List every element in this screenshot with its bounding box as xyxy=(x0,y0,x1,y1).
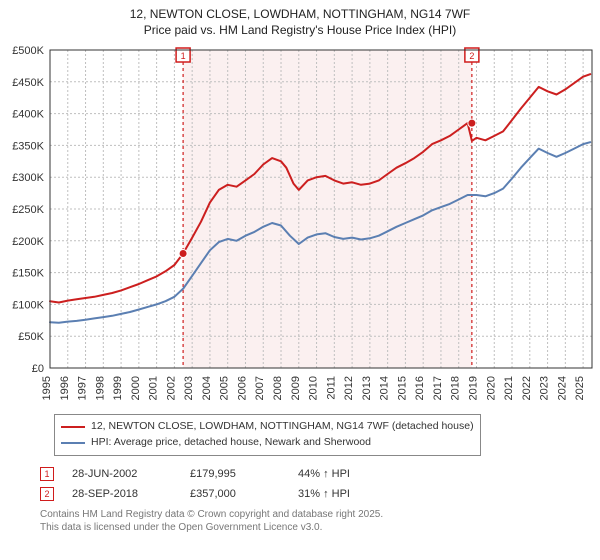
legend-row: HPI: Average price, detached house, Newa… xyxy=(61,435,474,451)
svg-text:2017: 2017 xyxy=(432,376,444,400)
svg-text:1995: 1995 xyxy=(41,376,53,400)
chart-area: £0 £50K £100K £150K £200K £250K £300K £350K £400… xyxy=(0,40,600,456)
sale-row: 1 28-JUN-2002 £179,995 44% ↑ HPI xyxy=(40,464,586,484)
svg-text:2025: 2025 xyxy=(574,376,586,400)
svg-text:2020: 2020 xyxy=(485,376,497,400)
svg-text:2005: 2005 xyxy=(219,376,231,400)
footer: Contains HM Land Registry data © Crown c… xyxy=(40,504,586,534)
title-line-2: Price paid vs. HM Land Registry's House … xyxy=(4,22,596,38)
legend-row: 12, NEWTON CLOSE, LOWDHAM, NOTTINGHAM, N… xyxy=(61,419,474,435)
svg-text:2009: 2009 xyxy=(290,376,302,400)
sale-price: £357,000 xyxy=(190,488,280,500)
sale-date: 28-SEP-2018 xyxy=(72,488,172,500)
svg-text:£450K: £450K xyxy=(12,77,44,89)
svg-text:2016: 2016 xyxy=(414,376,426,400)
svg-text:£350K: £350K xyxy=(12,141,44,153)
svg-text:£150K: £150K xyxy=(12,268,44,280)
sale-row: 2 28-SEP-2018 £357,000 31% ↑ HPI xyxy=(40,484,586,504)
svg-text:2019: 2019 xyxy=(467,376,479,400)
svg-text:2003: 2003 xyxy=(183,376,195,400)
svg-text:2011: 2011 xyxy=(325,376,337,400)
sale-marker-icon: 2 xyxy=(40,487,54,501)
svg-text:1: 1 xyxy=(181,51,186,61)
svg-text:£400K: £400K xyxy=(12,109,44,121)
sale-hpi: 44% ↑ HPI xyxy=(298,468,388,480)
footer-line-1: Contains HM Land Registry data © Crown c… xyxy=(40,508,586,521)
sale-date: 28-JUN-2002 xyxy=(72,468,172,480)
sale-marker-icon: 1 xyxy=(40,467,54,481)
svg-text:2001: 2001 xyxy=(148,376,160,400)
svg-text:2022: 2022 xyxy=(521,376,533,400)
title-line-1: 12, NEWTON CLOSE, LOWDHAM, NOTTINGHAM, N… xyxy=(4,6,596,22)
footer-line-2: This data is licensed under the Open Gov… xyxy=(40,521,586,534)
chart-container: 12, NEWTON CLOSE, LOWDHAM, NOTTINGHAM, N… xyxy=(0,0,600,560)
sale-price: £179,995 xyxy=(190,468,280,480)
svg-text:2000: 2000 xyxy=(130,376,142,400)
below-chart: 1 28-JUN-2002 £179,995 44% ↑ HPI 2 28-SEP-201… xyxy=(0,464,600,534)
legend-label: 12, NEWTON CLOSE, LOWDHAM, NOTTINGHAM, N… xyxy=(91,419,474,435)
svg-text:2007: 2007 xyxy=(254,376,266,400)
svg-text:2021: 2021 xyxy=(503,376,515,400)
sale-hpi: 31% ↑ HPI xyxy=(298,488,388,500)
svg-text:£100K: £100K xyxy=(12,300,44,312)
svg-text:2: 2 xyxy=(469,51,474,61)
svg-text:2023: 2023 xyxy=(539,376,551,400)
svg-text:1998: 1998 xyxy=(94,376,106,400)
svg-text:£300K: £300K xyxy=(12,173,44,185)
svg-text:2012: 2012 xyxy=(343,376,355,400)
chart-title: 12, NEWTON CLOSE, LOWDHAM, NOTTINGHAM, N… xyxy=(0,0,600,40)
legend-label: HPI: Average price, detached house, Newa… xyxy=(91,435,371,451)
svg-text:2004: 2004 xyxy=(201,376,213,400)
chart-svg: £0 £50K £100K £150K £200K £250K £300K £350K £400… xyxy=(0,40,600,410)
svg-text:2013: 2013 xyxy=(361,376,373,400)
svg-text:1999: 1999 xyxy=(112,376,124,400)
svg-text:£250K: £250K xyxy=(12,204,44,216)
sale-table: 1 28-JUN-2002 £179,995 44% ↑ HPI 2 28-SEP-201… xyxy=(40,464,586,504)
svg-text:2015: 2015 xyxy=(396,376,408,400)
svg-text:£500K: £500K xyxy=(12,45,44,57)
svg-text:2014: 2014 xyxy=(379,376,391,400)
svg-text:£0: £0 xyxy=(32,363,44,375)
svg-text:2006: 2006 xyxy=(236,376,248,400)
svg-text:2024: 2024 xyxy=(556,376,568,400)
svg-text:1997: 1997 xyxy=(77,376,89,400)
svg-text:2002: 2002 xyxy=(165,376,177,400)
svg-text:2008: 2008 xyxy=(272,376,284,400)
legend: 12, NEWTON CLOSE, LOWDHAM, NOTTINGHAM, N… xyxy=(54,414,481,456)
legend-swatch xyxy=(61,426,85,428)
svg-text:2018: 2018 xyxy=(450,376,462,400)
svg-text:£200K: £200K xyxy=(12,236,44,248)
legend-swatch xyxy=(61,442,85,444)
svg-text:2010: 2010 xyxy=(308,376,320,400)
svg-text:£50K: £50K xyxy=(18,332,44,344)
svg-text:1996: 1996 xyxy=(59,376,71,400)
